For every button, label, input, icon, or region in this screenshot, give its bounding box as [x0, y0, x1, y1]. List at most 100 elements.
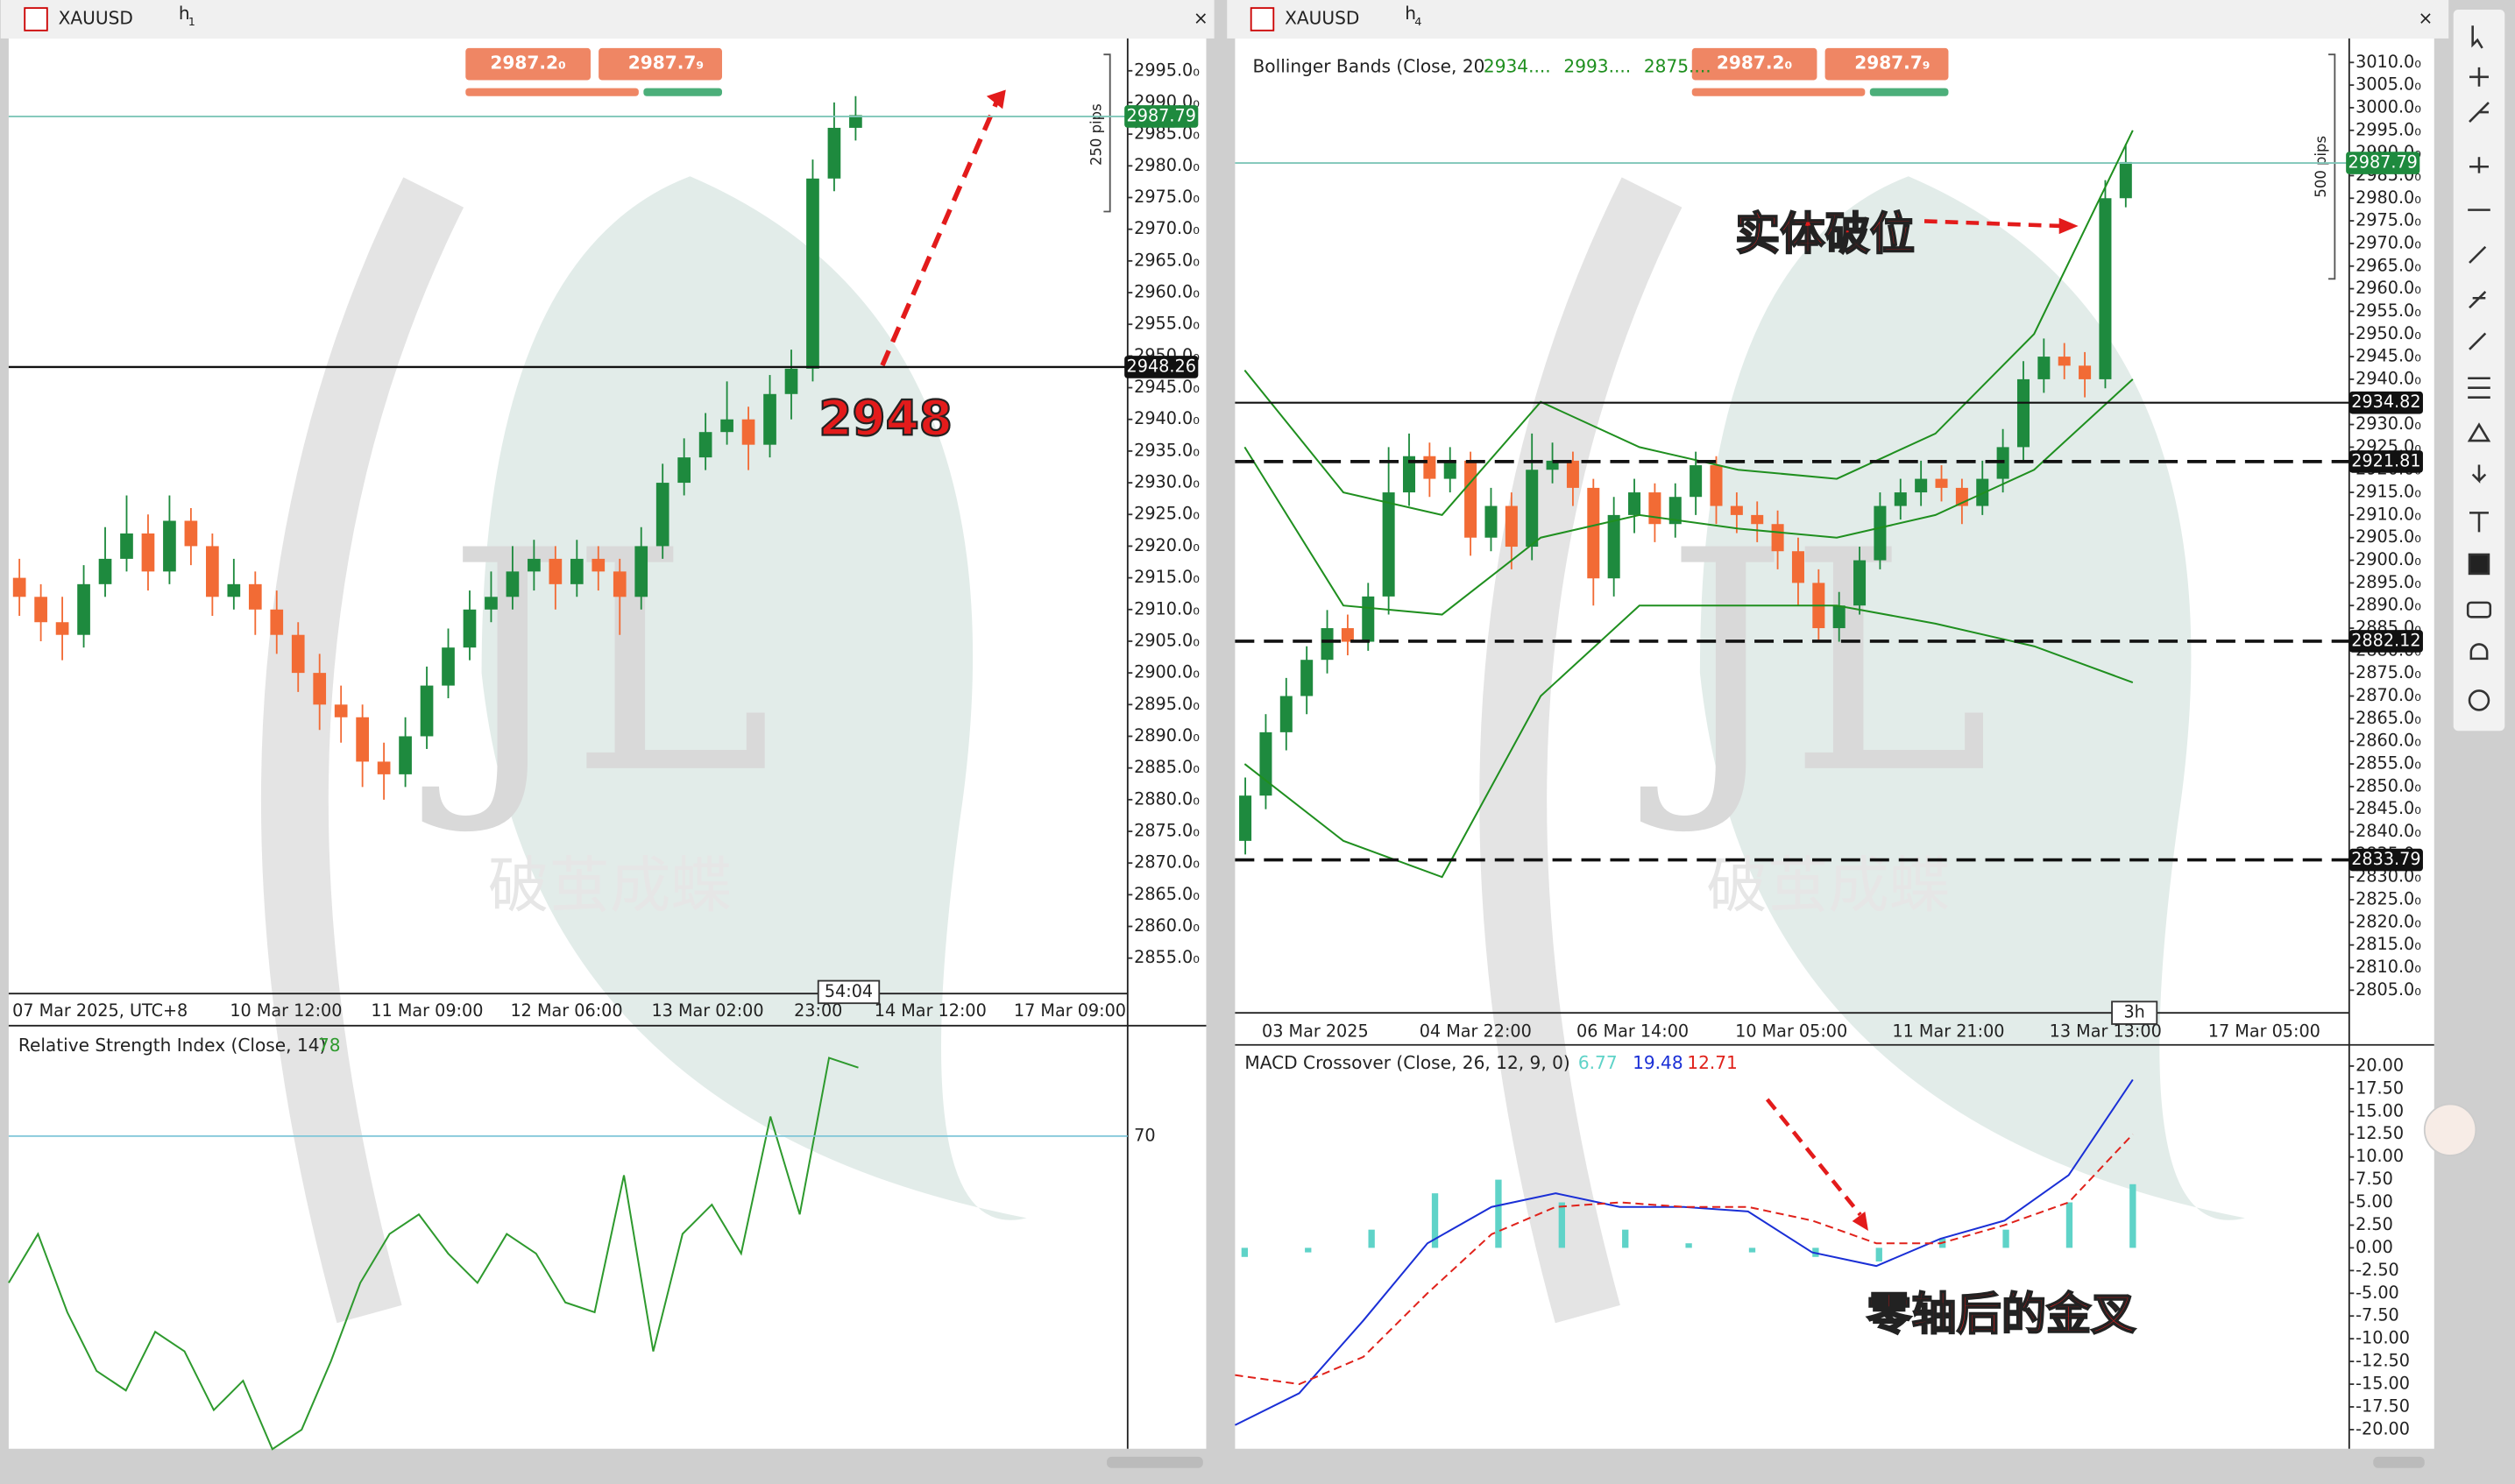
- annotation: 实体破位: [1735, 208, 1915, 261]
- watermark: JL 破茧成蝶 JL 破茧成蝶: [261, 176, 2245, 1324]
- y-tick-label: 2870.0₀: [2356, 685, 2421, 705]
- current-price: 2987.79: [2349, 152, 2418, 173]
- level-price-box: [2349, 630, 2423, 653]
- annotation: 2948: [818, 390, 953, 446]
- sell-price[interactable]: 2987.2₀: [1717, 53, 1792, 74]
- tab-bar: [0, 0, 1215, 39]
- sell-button[interactable]: [465, 47, 591, 81]
- timeframe[interactable]: h: [1405, 3, 1416, 24]
- macd-line: [1234, 1078, 2134, 1426]
- y-tick-label: -7.50: [2356, 1305, 2399, 1325]
- bollinger-middle: [1243, 378, 2134, 616]
- y-tick-label: 2855.0₀: [2356, 753, 2421, 774]
- close-button[interactable]: ×: [2418, 7, 2433, 28]
- candle-body: [270, 609, 284, 635]
- x-tick-label: 13 Mar 13:00: [2050, 1021, 2162, 1042]
- x-tick-label: 11 Mar 21:00: [1892, 1021, 2004, 1042]
- timeframe-number[interactable]: 4: [1414, 16, 1421, 29]
- candle-body: [2037, 357, 2051, 379]
- candle-body: [442, 647, 455, 686]
- candle-body: [77, 583, 90, 635]
- y-tick-label: 2810.0₀: [2356, 957, 2421, 977]
- current-price: 2987.79: [1127, 105, 1196, 125]
- candle-body: [2058, 357, 2071, 366]
- buy-button[interactable]: [599, 47, 722, 81]
- candle-body: [827, 127, 841, 179]
- close-button[interactable]: ×: [1194, 7, 1208, 28]
- y-tick-label: 2840.0₀: [2356, 821, 2421, 841]
- y-tick-label: 2825.0₀: [2356, 889, 2421, 909]
- candle-body: [1546, 460, 1559, 470]
- sell-button[interactable]: [1691, 47, 1817, 81]
- candle-body: [1382, 492, 1395, 597]
- y-tick-label: 2940.0₀: [1134, 408, 1200, 428]
- macd-histogram-bar: [1558, 1202, 1565, 1248]
- scrollbar[interactable]: [1107, 1456, 1203, 1468]
- y-tick-label: -10.00: [2356, 1328, 2410, 1348]
- drawing-toolbar: [2453, 9, 2505, 731]
- spread-bar: [465, 88, 639, 96]
- scrollbar[interactable]: [2373, 1456, 2425, 1468]
- annotation-arrow: [880, 98, 1001, 367]
- indicator-title: Bollinger Bands (Close, 20: [1253, 55, 1485, 76]
- candle-body: [1730, 505, 1743, 515]
- buy-button[interactable]: [1824, 47, 1949, 81]
- macd-histogram-bar: [1368, 1229, 1375, 1248]
- candle-body: [1443, 460, 1456, 479]
- candle-body: [1566, 460, 1579, 488]
- candle-body: [1791, 551, 1804, 583]
- spread-bar: [643, 88, 722, 96]
- watermark-logo: JL: [1638, 485, 1991, 840]
- sell-price[interactable]: 2987.2₀: [490, 53, 565, 74]
- macd-histogram-bar: [2129, 1184, 2136, 1248]
- symbol[interactable]: XAUUSD: [59, 7, 133, 28]
- annotation-arrow: [1923, 219, 2061, 229]
- candle-body: [849, 115, 862, 128]
- assistant-avatar[interactable]: [2423, 1103, 2477, 1156]
- y-tick-label: 2870.0₀: [1134, 852, 1200, 873]
- level-price: 2934.82: [2351, 392, 2420, 412]
- candle-body: [1648, 492, 1661, 525]
- y-tick-label: 2970.0₀: [2356, 232, 2421, 252]
- candle-body: [1935, 478, 1948, 488]
- timer-box: [2111, 1000, 2158, 1025]
- x-tick-label: 04 Mar 22:00: [1420, 1021, 1532, 1042]
- y-tick-label: 2945.0₀: [2356, 346, 2421, 366]
- indicator-value: 6.77: [1578, 1052, 1618, 1073]
- candle-body: [1239, 795, 1252, 841]
- candle-body: [677, 457, 691, 484]
- candle-body: [1423, 456, 1436, 479]
- annotation-arrow: [1765, 1098, 1862, 1217]
- level-price-box: [2349, 848, 2423, 872]
- candle-body: [592, 558, 606, 572]
- y-tick-label: 2915.0₀: [1134, 567, 1200, 587]
- pips-bracket: [1103, 53, 1111, 213]
- buy-price[interactable]: 2987.7₉: [628, 53, 704, 74]
- candle-body: [356, 717, 369, 762]
- x-tick-label: 10 Mar 05:00: [1735, 1021, 1847, 1042]
- timeframe-number[interactable]: 1: [188, 16, 195, 29]
- candle-body: [334, 704, 348, 717]
- rsi-line: [8, 1056, 859, 1451]
- y-tick-label: 2935.0₀: [1134, 440, 1200, 460]
- y-tick-label: 2850.0₀: [2356, 775, 2421, 795]
- y-tick-label: 2955.0₀: [2356, 300, 2421, 321]
- toolbar-icons[interactable]: [2466, 25, 2492, 711]
- y-tick-label: 2885.0₀: [1134, 757, 1200, 777]
- symbol[interactable]: XAUUSD: [1285, 7, 1359, 28]
- y-tick-label: 17.50: [2356, 1078, 2404, 1098]
- candle-body: [784, 368, 798, 394]
- indicator-value: 78: [318, 1035, 341, 1056]
- candle-body: [1832, 605, 1846, 629]
- candle-body: [1259, 731, 1272, 796]
- buy-price[interactable]: 2987.7₉: [1854, 53, 1930, 74]
- candle-body: [1464, 460, 1477, 538]
- y-tick-label: 2980.0₀: [2356, 187, 2421, 208]
- x-tick-label: 06 Mar 14:00: [1576, 1021, 1689, 1042]
- timeframe[interactable]: h: [179, 3, 190, 24]
- y-tick-label: 2905.0₀: [2356, 526, 2421, 547]
- macd-histogram-bar: [1622, 1229, 1629, 1248]
- y-tick-label: 2915.0₀: [2356, 482, 2421, 502]
- macd-histogram-bar: [1495, 1179, 1502, 1248]
- candle-body: [248, 583, 262, 610]
